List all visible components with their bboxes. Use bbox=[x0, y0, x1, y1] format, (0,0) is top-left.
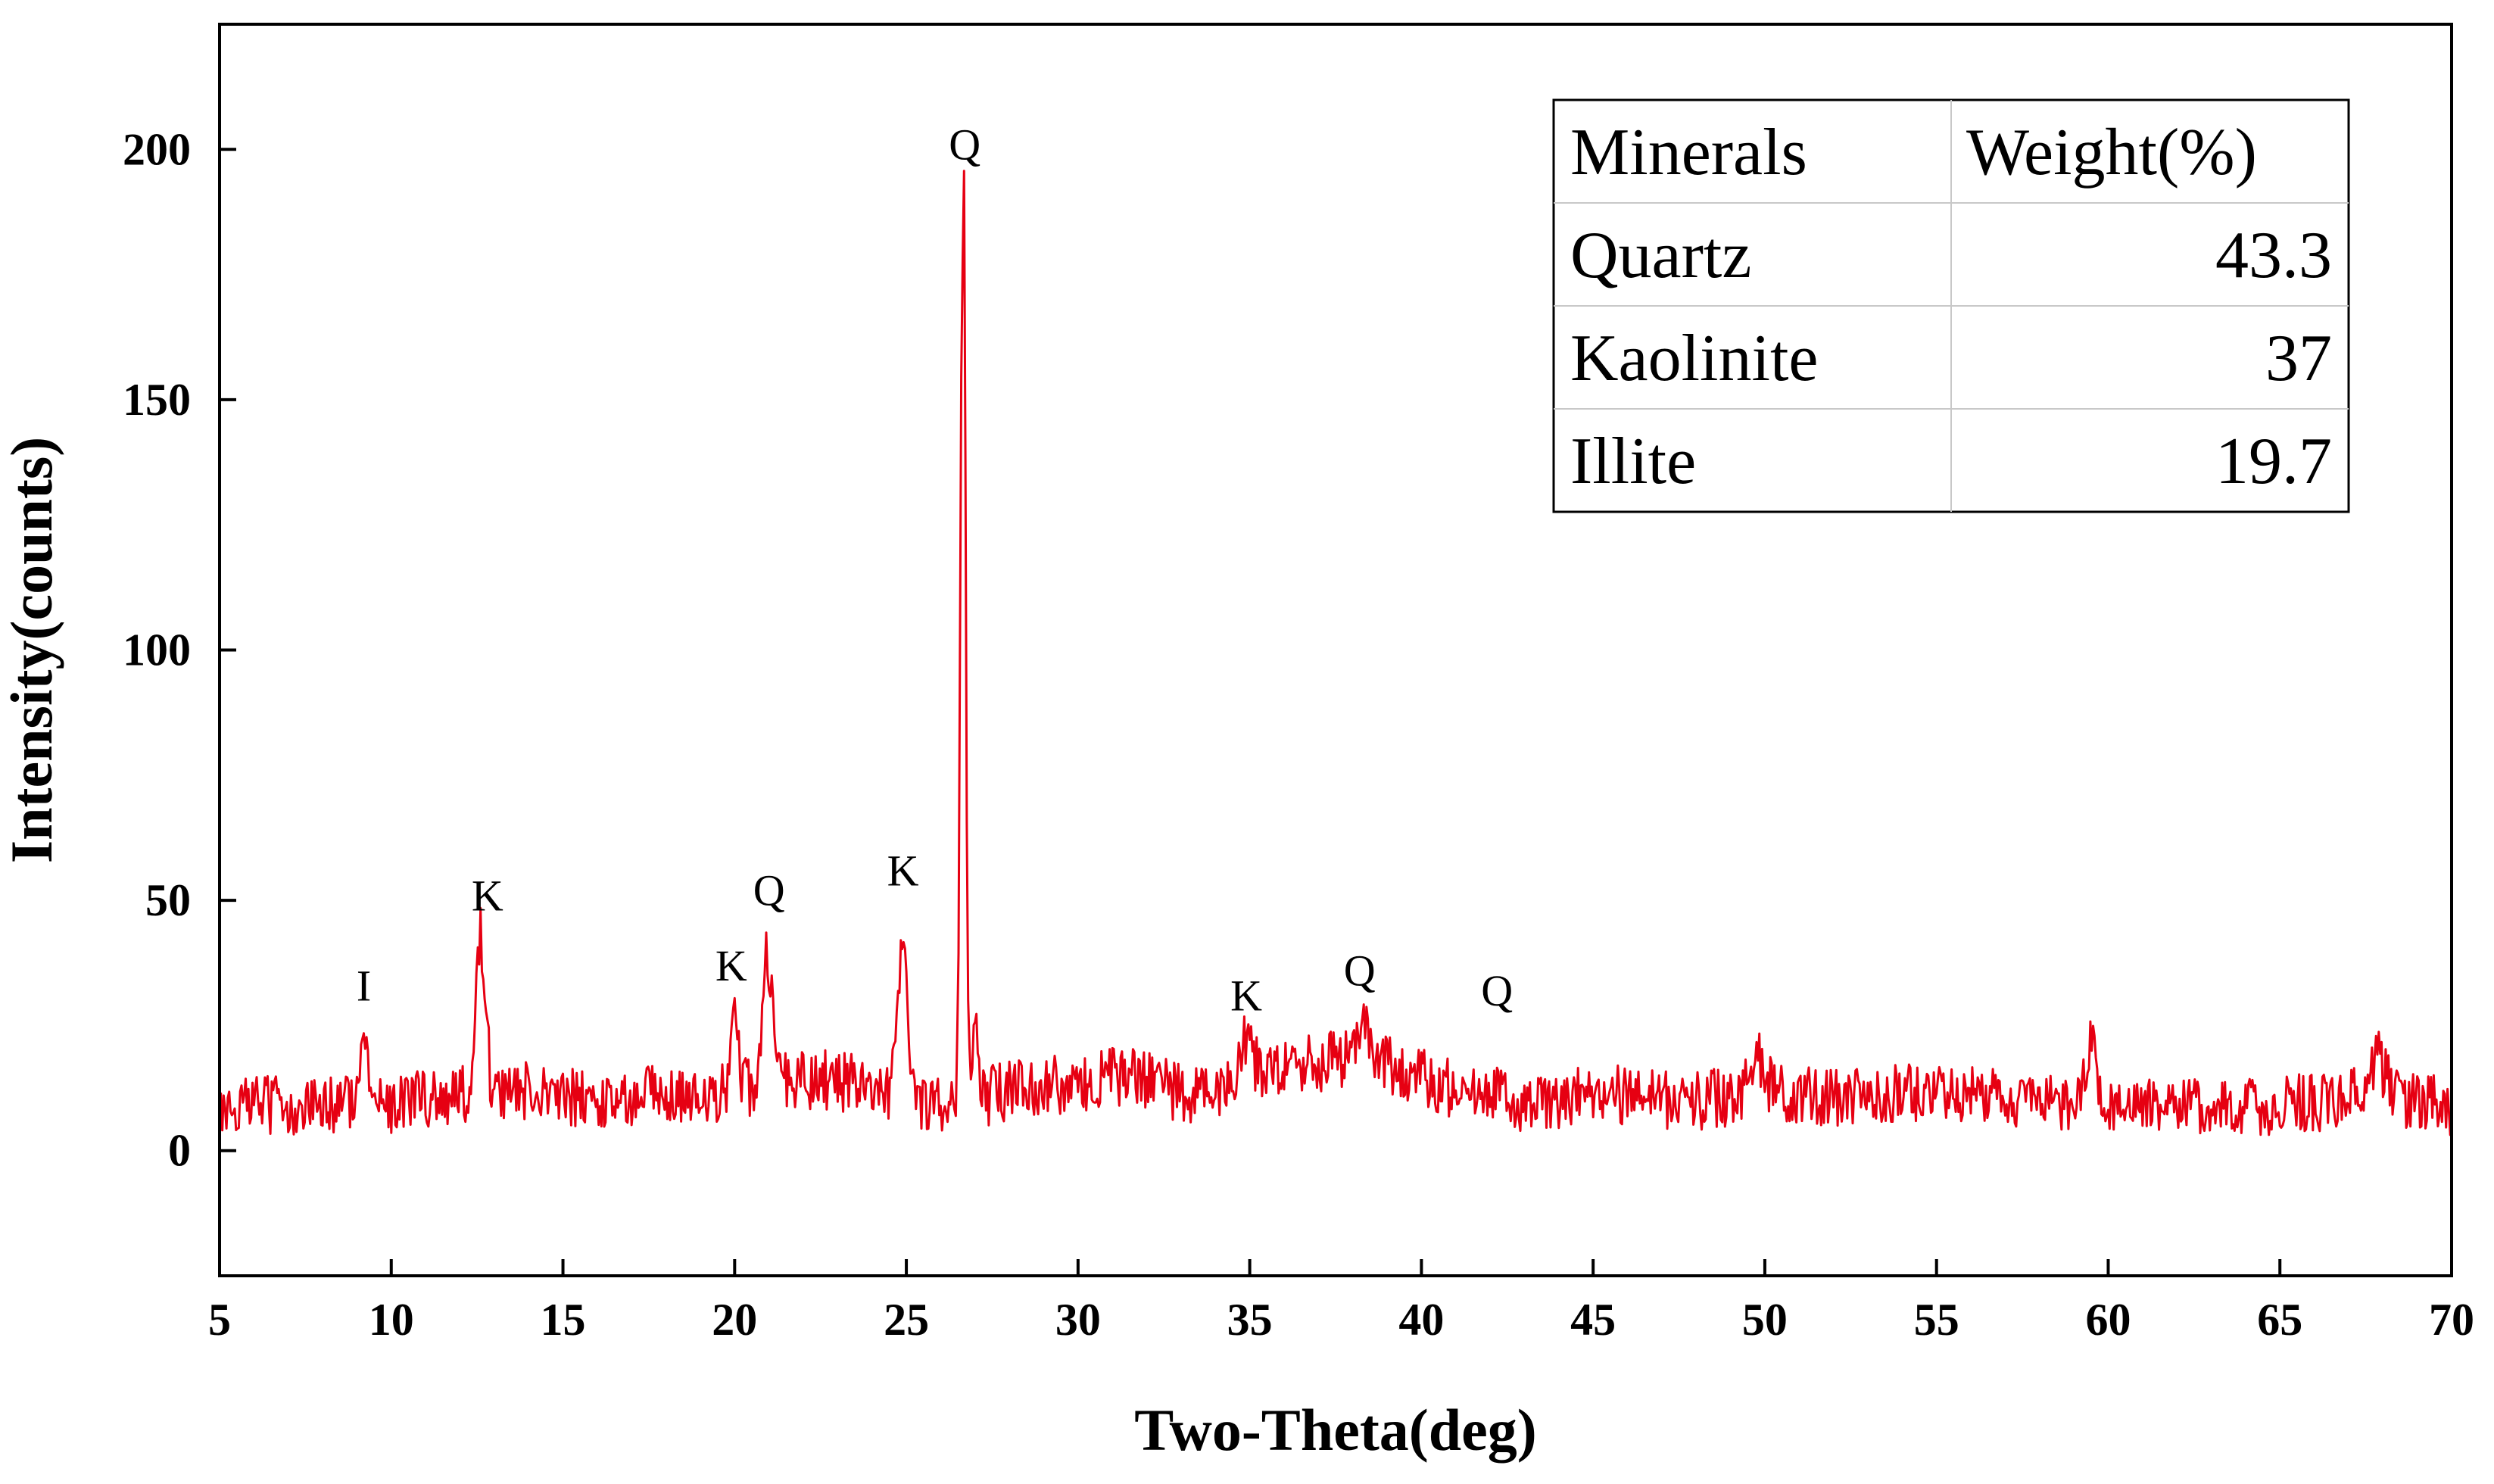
table-header: Minerals bbox=[1570, 116, 1807, 189]
table-cell: 37 bbox=[2265, 322, 2332, 395]
y-tick-label: 0 bbox=[168, 1126, 191, 1176]
peak-label: K bbox=[715, 941, 747, 990]
peak-label: Q bbox=[1481, 966, 1513, 1015]
x-tick-label: 10 bbox=[369, 1295, 414, 1345]
x-tick-label: 30 bbox=[1055, 1295, 1101, 1345]
peak-label: Q bbox=[753, 866, 785, 915]
x-tick-label: 15 bbox=[541, 1295, 586, 1345]
series-layer bbox=[218, 170, 2453, 1136]
y-tick-label: 100 bbox=[123, 625, 191, 675]
peak-label: K bbox=[472, 871, 503, 920]
x-tick-label: 25 bbox=[884, 1295, 929, 1345]
table-cell: Kaolinite bbox=[1570, 322, 1818, 395]
x-tick-label: 70 bbox=[2429, 1295, 2474, 1345]
axes-layer: 5 10 15 20 25 30 35 40 45 50 55 60 65 70 0 50 100 150 200 bbox=[123, 23, 2474, 1345]
series-line bbox=[218, 170, 2453, 1136]
x-tick-label: 65 bbox=[2257, 1295, 2302, 1345]
y-tick-label: 50 bbox=[145, 875, 191, 925]
x-axis-title: Two-Theta(deg) bbox=[1134, 1397, 1537, 1463]
y-tick-label: 200 bbox=[123, 124, 191, 174]
peak-label: Q bbox=[949, 120, 980, 170]
x-tick-label: 5 bbox=[208, 1295, 231, 1345]
x-tick-label: 45 bbox=[1570, 1295, 1616, 1345]
x-tick-label: 50 bbox=[1742, 1295, 1788, 1345]
table-header: Weight(%) bbox=[1966, 116, 2257, 189]
peak-label: Q bbox=[1344, 946, 1376, 996]
table-cell: Quartz bbox=[1570, 219, 1751, 292]
table-cell: 19.7 bbox=[2215, 425, 2332, 498]
x-tick-label: 20 bbox=[712, 1295, 757, 1345]
y-axis-title: Intensity(counts) bbox=[0, 437, 64, 863]
y-tick-label: 150 bbox=[123, 375, 191, 425]
table-cell: Illite bbox=[1570, 425, 1696, 498]
table-cell: 43.3 bbox=[2215, 219, 2332, 292]
x-tick-label: 55 bbox=[1914, 1295, 1959, 1345]
inset-table: Minerals Weight(%) Quartz 43.3 Kaolinite 37 Il… bbox=[1552, 98, 2350, 513]
x-tick-label: 40 bbox=[1398, 1295, 1444, 1345]
peak-label: I bbox=[357, 961, 371, 1010]
x-tick-label: 60 bbox=[2085, 1295, 2131, 1345]
peak-label: K bbox=[887, 846, 919, 895]
peak-label: K bbox=[1230, 971, 1262, 1021]
x-tick-label: 35 bbox=[1227, 1295, 1273, 1345]
